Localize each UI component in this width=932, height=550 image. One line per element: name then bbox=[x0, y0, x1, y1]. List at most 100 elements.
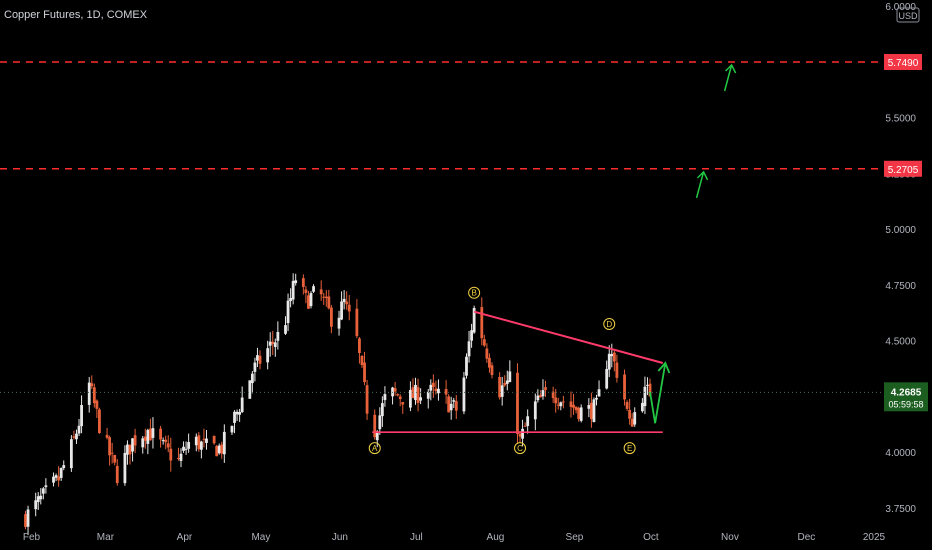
candle-body bbox=[541, 390, 545, 397]
candle-body bbox=[472, 308, 476, 333]
wave-label-text: B bbox=[471, 289, 476, 298]
time-axis-label: Oct bbox=[643, 532, 659, 543]
wave-label-text: C bbox=[517, 444, 523, 453]
candle-body bbox=[87, 382, 91, 405]
wave-label-circle bbox=[603, 317, 616, 330]
candle-body bbox=[437, 388, 440, 394]
level-price-label-bg bbox=[884, 54, 922, 71]
candle-body bbox=[182, 446, 185, 451]
time-axis-label: 2025 bbox=[863, 532, 886, 543]
candle-body bbox=[92, 387, 96, 404]
level-price-label-text: 5.7490 bbox=[888, 58, 919, 69]
candle-body bbox=[572, 404, 575, 408]
candle-body bbox=[69, 439, 73, 469]
candle-body bbox=[380, 403, 384, 417]
target-arrow-2 bbox=[723, 63, 737, 92]
projection-path bbox=[649, 362, 667, 424]
wave-label-a: A bbox=[368, 442, 381, 455]
candle-body bbox=[312, 286, 315, 292]
candle-body bbox=[416, 387, 420, 403]
candle-body bbox=[164, 439, 168, 443]
candle-body bbox=[284, 325, 287, 334]
candle-body bbox=[625, 402, 629, 409]
candle-body bbox=[340, 301, 343, 320]
candle-body bbox=[454, 401, 458, 411]
current-price-value: 4.2685 bbox=[891, 387, 922, 398]
candle-body bbox=[75, 433, 78, 440]
candle-body bbox=[347, 304, 351, 312]
candle-body bbox=[57, 476, 61, 481]
price-tick-label: 4.7500 bbox=[885, 281, 916, 292]
wave-label-text: E bbox=[627, 444, 632, 453]
price-tick-label: 4.5000 bbox=[885, 337, 916, 348]
candle-body bbox=[434, 388, 438, 392]
currency-badge-label: USD bbox=[898, 11, 918, 21]
candle-body bbox=[217, 445, 221, 454]
candle-body bbox=[268, 341, 272, 346]
candle-body bbox=[449, 403, 453, 411]
candle-body bbox=[409, 389, 412, 408]
current-price-label-bg bbox=[884, 382, 928, 412]
candle-body bbox=[41, 488, 45, 494]
candle-body bbox=[59, 468, 63, 478]
candle-body bbox=[577, 407, 581, 419]
candle-body bbox=[77, 425, 81, 434]
candle-body bbox=[373, 414, 377, 438]
candle-body bbox=[467, 341, 471, 357]
candle-body bbox=[505, 380, 509, 384]
candle-body bbox=[322, 296, 326, 298]
candle-body bbox=[266, 348, 270, 363]
candle-body bbox=[396, 394, 400, 396]
candle-body bbox=[291, 280, 295, 300]
level-price-label-text: 5.2705 bbox=[888, 165, 919, 176]
projection-arrowhead bbox=[657, 361, 671, 374]
candle-body bbox=[414, 384, 417, 401]
time-axis-label: Jun bbox=[332, 532, 348, 543]
candle-body bbox=[482, 339, 486, 346]
candle-body bbox=[643, 386, 647, 407]
candle-body bbox=[26, 509, 30, 527]
level-price-label: 5.7490 bbox=[884, 54, 922, 71]
candle-body bbox=[205, 438, 208, 443]
candle-body bbox=[488, 357, 491, 368]
candle-body bbox=[324, 296, 328, 299]
wave-label-circle bbox=[468, 286, 481, 299]
candle-body bbox=[108, 437, 112, 456]
candle-body bbox=[240, 397, 244, 413]
candle-body bbox=[579, 407, 583, 421]
wave-label-circle bbox=[368, 442, 381, 455]
price-tick-label: 5.5000 bbox=[885, 114, 916, 125]
candle-body bbox=[363, 362, 366, 383]
time-axis-label: May bbox=[251, 532, 270, 543]
candle-body bbox=[574, 406, 578, 411]
candle-body bbox=[222, 431, 226, 455]
time-axis: Feb Mar Apr May Jun Jul Aug Sep Oct Nov Dec 2025 bbox=[23, 532, 886, 543]
wave-label-circle bbox=[514, 442, 527, 455]
wave-label-c: C bbox=[514, 442, 527, 455]
candles bbox=[24, 273, 652, 536]
wave-label-e: E bbox=[623, 442, 636, 455]
candle-body bbox=[95, 400, 99, 409]
candle-body bbox=[34, 500, 38, 510]
candle-body bbox=[498, 377, 502, 398]
candle-body bbox=[194, 436, 198, 446]
candle-body bbox=[271, 341, 275, 345]
candle-body bbox=[429, 384, 433, 391]
candle-body bbox=[398, 396, 402, 400]
candle-body bbox=[539, 395, 542, 398]
candle-body bbox=[131, 438, 134, 452]
candle-body bbox=[470, 330, 473, 341]
chart-title: Copper Futures, 1D, COMEX bbox=[4, 9, 148, 21]
candle-body bbox=[544, 387, 547, 390]
target-arrow-head bbox=[725, 63, 737, 74]
candle-body bbox=[123, 452, 127, 484]
candle-body bbox=[447, 396, 451, 413]
target-arrow-1 bbox=[695, 170, 709, 199]
time-axis-label: Apr bbox=[177, 532, 193, 543]
wave-label-b: B bbox=[468, 286, 481, 299]
wave-label-d: D bbox=[603, 317, 616, 330]
candle-body bbox=[533, 401, 537, 420]
candle-body bbox=[159, 428, 162, 440]
